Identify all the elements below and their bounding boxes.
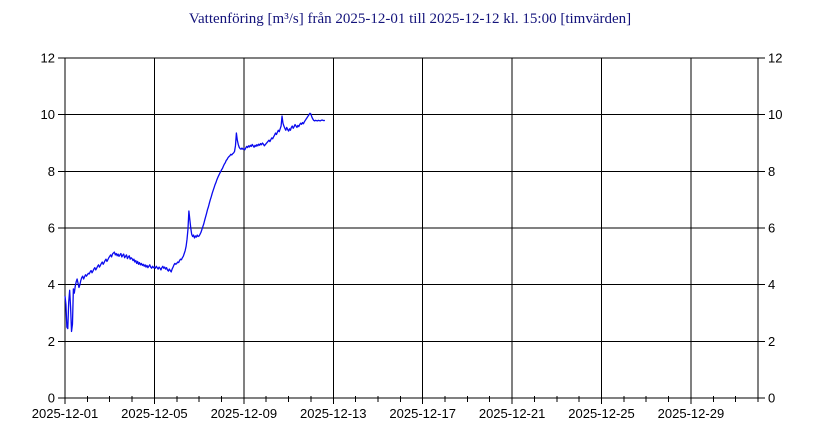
y-tick-labels-left: 0 2 4 6 8 10 12: [41, 51, 55, 406]
grid-lines: [65, 58, 758, 398]
y-tick-label-left: 2: [48, 334, 55, 349]
y-tick-labels-right: 0 2 4 6 8 10 12: [768, 51, 782, 406]
y-tick-label-right: 6: [768, 221, 775, 236]
y-tick-label-left: 12: [41, 51, 55, 66]
x-tick-label: 2025-12-25: [568, 406, 635, 421]
y-tick-label-left: 4: [48, 277, 55, 292]
y-tick-label-left: 10: [41, 107, 55, 122]
x-tick-label: 2025-12-21: [479, 406, 546, 421]
x-tick-label: 2025-12-17: [389, 406, 456, 421]
x-tick-label: 2025-12-09: [211, 406, 278, 421]
y-tick-label-left: 8: [48, 164, 55, 179]
y-tick-label-left: 6: [48, 221, 55, 236]
y-axis-ticks: [58, 57, 765, 399]
x-tick-labels: 2025-12-01 2025-12-05 2025-12-09 2025-12-13…: [32, 406, 724, 421]
series-line-flow: [64, 112, 326, 333]
y-tick-label-right: 12: [768, 51, 782, 66]
y-tick-label-right: 2: [768, 334, 775, 349]
y-tick-label-right: 0: [768, 391, 775, 406]
chart-title: Vattenföring [m³/s] från 2025-12-01 till…: [188, 11, 632, 27]
x-tick-label: 2025-12-05: [121, 406, 188, 421]
x-tick-label: 2025-12-01: [32, 406, 99, 421]
x-axis-ticks: [64, 396, 759, 404]
y-tick-label-right: 10: [768, 107, 782, 122]
y-tick-label-right: 8: [768, 164, 775, 179]
y-tick-label-left: 0: [48, 391, 55, 406]
y-tick-label-right: 4: [768, 277, 775, 292]
x-tick-label: 2025-12-13: [300, 406, 367, 421]
x-tick-label: 2025-12-29: [658, 406, 725, 421]
